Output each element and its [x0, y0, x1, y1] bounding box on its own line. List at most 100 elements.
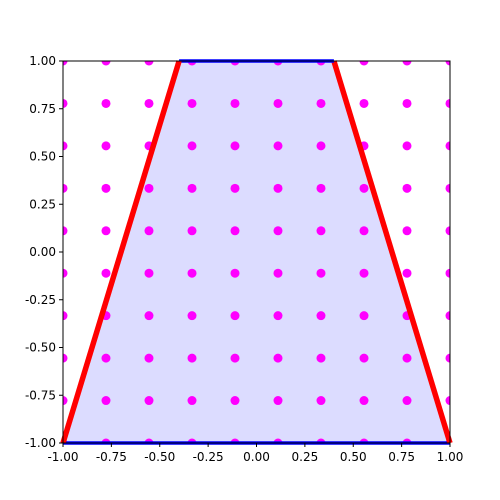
y-tick-label: -0.25: [25, 293, 56, 307]
point: [402, 183, 412, 193]
point: [230, 268, 240, 278]
point: [187, 268, 197, 278]
point: [445, 311, 450, 321]
point: [445, 396, 450, 406]
point: [316, 183, 326, 193]
point: [144, 61, 154, 66]
point: [230, 396, 240, 406]
point: [316, 311, 326, 321]
trapezoid-edge: [60, 60, 182, 444]
point: [359, 396, 369, 406]
point: [101, 353, 111, 363]
point: [63, 311, 68, 321]
point: [144, 226, 154, 236]
point: [101, 98, 111, 108]
point: [316, 353, 326, 363]
point: [187, 226, 197, 236]
x-tick-label: -0.50: [144, 450, 175, 464]
point: [445, 268, 450, 278]
point: [273, 396, 283, 406]
point: [63, 226, 68, 236]
point: [63, 61, 68, 66]
point: [316, 141, 326, 151]
point: [187, 98, 197, 108]
point: [445, 353, 450, 363]
x-tick-label: 0.50: [340, 450, 367, 464]
point: [359, 268, 369, 278]
point: [230, 353, 240, 363]
point: [101, 396, 111, 406]
y-tick-label: -0.50: [25, 341, 56, 355]
point: [63, 396, 68, 406]
point: [187, 396, 197, 406]
point: [402, 98, 412, 108]
x-tick-label: -0.25: [193, 450, 224, 464]
point: [316, 98, 326, 108]
point: [273, 141, 283, 151]
point: [230, 226, 240, 236]
point: [63, 268, 68, 278]
point: [316, 226, 326, 236]
point: [101, 226, 111, 236]
point: [445, 98, 450, 108]
point: [359, 311, 369, 321]
y-tick-label: -1.00: [25, 436, 56, 450]
y-tick-label: 0.00: [29, 245, 56, 259]
point: [144, 396, 154, 406]
point: [144, 353, 154, 363]
point: [101, 141, 111, 151]
trapezoid-fill: [63, 61, 450, 443]
point: [316, 268, 326, 278]
point: [187, 311, 197, 321]
x-tick-label: 1.00: [437, 450, 464, 464]
point: [144, 183, 154, 193]
point: [187, 183, 197, 193]
point: [359, 98, 369, 108]
point: [402, 61, 412, 66]
point: [445, 183, 450, 193]
point: [273, 311, 283, 321]
point: [359, 226, 369, 236]
point: [445, 226, 450, 236]
point: [230, 141, 240, 151]
point: [63, 353, 68, 363]
point: [273, 226, 283, 236]
x-tick-label: -0.75: [96, 450, 127, 464]
point: [144, 268, 154, 278]
point: [63, 141, 68, 151]
point: [230, 98, 240, 108]
point: [402, 141, 412, 151]
y-tick-label: 0.50: [29, 150, 56, 164]
point: [445, 61, 450, 66]
y-tick-label: -0.75: [25, 388, 56, 402]
point: [445, 141, 450, 151]
trapezoid-edge: [331, 60, 453, 444]
point: [144, 311, 154, 321]
plot-area: [63, 61, 450, 443]
point: [359, 183, 369, 193]
point: [273, 353, 283, 363]
y-tick-label: 0.25: [29, 197, 56, 211]
point: [187, 353, 197, 363]
x-tick-label: -1.00: [47, 450, 78, 464]
point: [273, 183, 283, 193]
point: [402, 226, 412, 236]
y-tick-label: 0.75: [29, 102, 56, 116]
point: [187, 141, 197, 151]
point: [359, 353, 369, 363]
point: [101, 268, 111, 278]
point: [402, 268, 412, 278]
point: [402, 353, 412, 363]
point: [273, 268, 283, 278]
point: [101, 61, 111, 66]
x-tick-label: 0.25: [292, 450, 319, 464]
point: [230, 183, 240, 193]
point: [63, 98, 68, 108]
y-tick-label: 1.00: [29, 54, 56, 68]
point: [230, 311, 240, 321]
x-tick-label: 0.00: [243, 450, 270, 464]
x-tick-label: 0.75: [388, 450, 415, 464]
point: [316, 396, 326, 406]
